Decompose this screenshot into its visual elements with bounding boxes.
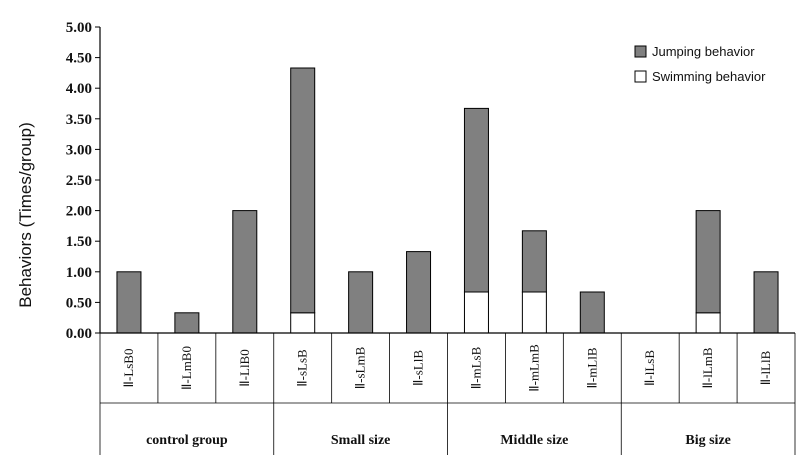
y-tick-label: 4.00	[66, 81, 92, 97]
x-tick-label: Ⅱ-LmB0	[179, 346, 194, 390]
bar-swimming	[290, 312, 316, 334]
x-tick-label: Ⅱ-LsB0	[121, 349, 136, 388]
bar-jumping	[463, 107, 489, 293]
y-tick-label: 2.50	[66, 173, 92, 189]
y-tick-label: 0.50	[66, 295, 92, 311]
bar-jumping	[579, 291, 605, 334]
x-tick-label: Ⅱ-mLlB	[584, 347, 599, 388]
y-tick-label: 5.00	[66, 20, 92, 36]
y-tick-label: 0.00	[66, 326, 92, 342]
legend-label-swimming: Swimming behavior	[652, 69, 766, 84]
group-label: control group	[146, 433, 228, 448]
x-tick-label: Ⅱ-mLsB	[468, 346, 483, 389]
y-axis-label: Behaviors (Times/group)	[16, 122, 35, 308]
bar-jumping	[695, 210, 721, 314]
group-label: Big size	[685, 433, 731, 448]
bar-jumping	[290, 67, 316, 314]
y-tick-label: 3.00	[66, 142, 92, 158]
group-label: Middle size	[500, 433, 568, 448]
legend-swatch-swimming	[634, 70, 647, 83]
bar-jumping	[521, 230, 547, 293]
legend-swatch-jumping	[634, 45, 647, 58]
x-tick-label: Ⅱ-lLlB	[758, 350, 773, 385]
bar-swimming	[463, 291, 489, 334]
x-tick-label: Ⅱ-sLlB	[411, 350, 426, 386]
group-label: Small size	[331, 433, 391, 448]
bar-jumping	[116, 271, 142, 334]
x-tick-label: Ⅱ-sLmB	[353, 346, 368, 389]
x-tick-label: Ⅱ-lLsB	[642, 350, 657, 386]
bar-jumping	[174, 312, 200, 334]
y-tick-label: 1.00	[66, 265, 92, 281]
y-tick-label: 3.50	[66, 112, 92, 128]
x-tick-label: Ⅱ-sLsB	[295, 349, 310, 387]
x-axis: Ⅱ-LsB0 Ⅱ-LmB0 Ⅱ-LlB0 Ⅱ-sLsB Ⅱ-sLmB Ⅱ-sLlB Ⅱ-mL…	[99, 332, 796, 455]
legend: Jumping behavior Swimming behavior	[634, 44, 766, 84]
y-tick-label: 2.00	[66, 204, 92, 220]
legend-label-jumping: Jumping behavior	[652, 44, 755, 59]
bar-jumping	[753, 271, 779, 334]
bar-jumping	[406, 251, 432, 334]
y-axis: 0.00 0.50 1.00 1.50 2.00 2.50 3.00 3.50 4.00 4.50…	[66, 20, 101, 342]
bars	[116, 67, 779, 334]
y-tick-label: 4.50	[66, 51, 92, 67]
y-tick-label: 1.50	[66, 234, 92, 250]
bar-jumping	[348, 271, 374, 334]
bar-swimming	[695, 312, 721, 334]
bar-jumping	[232, 210, 258, 334]
x-tick-label: Ⅱ-LlB0	[237, 349, 252, 386]
x-tick-label: Ⅱ-mLmB	[526, 344, 541, 392]
x-tick-label: Ⅱ-lLmB	[700, 347, 715, 388]
bar-swimming	[521, 291, 547, 334]
